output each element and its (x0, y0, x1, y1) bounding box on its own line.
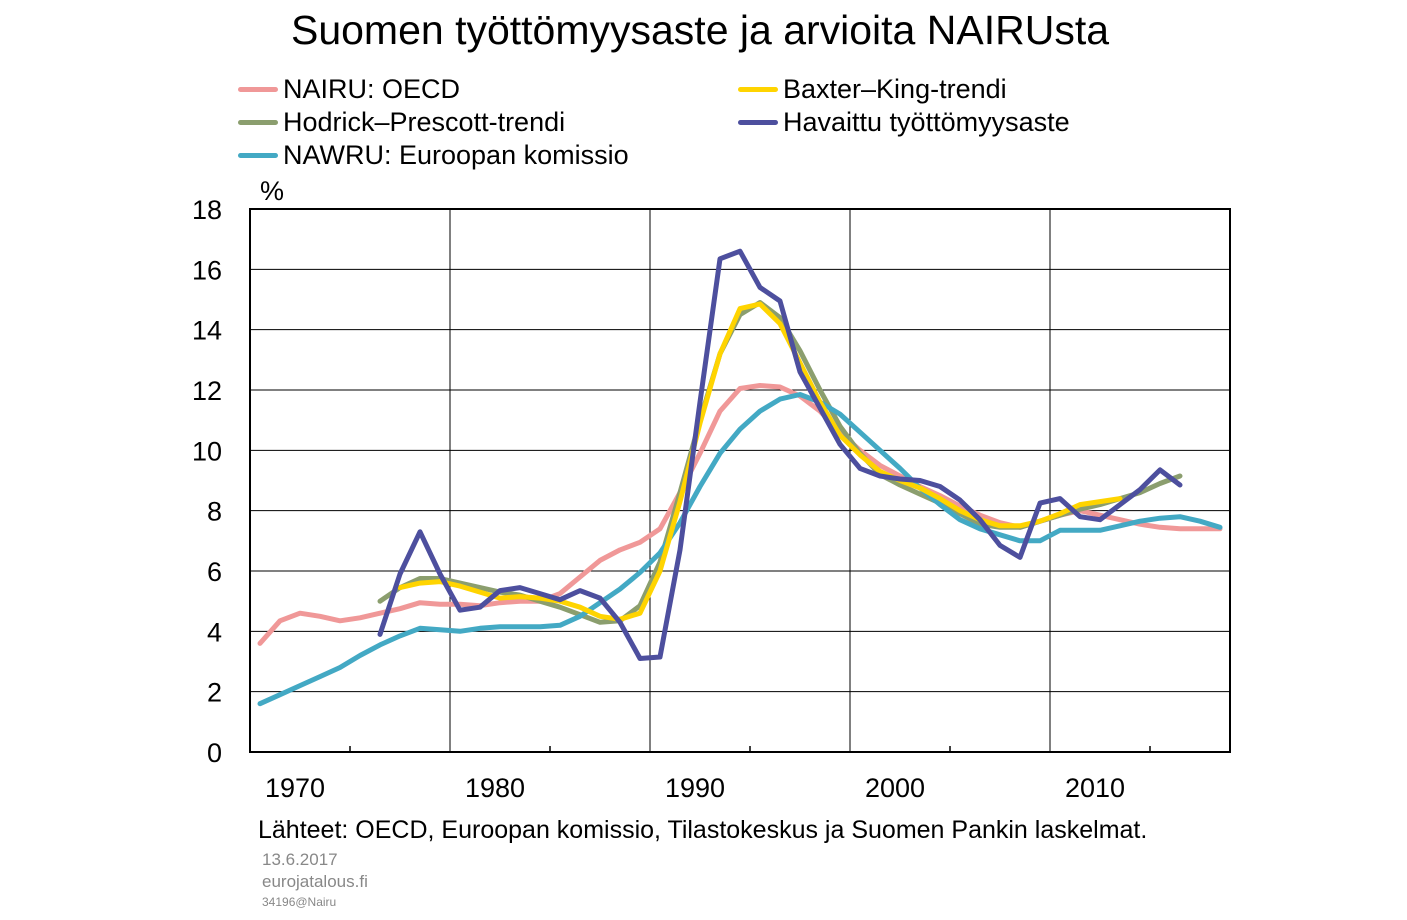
footer-site: eurojatalous.fi (262, 872, 368, 891)
x-tick-label: 2000 (865, 773, 925, 803)
source-note: Lähteet: OECD, Euroopan komissio, Tilast… (258, 816, 1148, 844)
y-tick-label: 6 (207, 557, 222, 587)
chart-title: Suomen työttömyysaste ja arvioita NAIRUs… (290, 7, 1110, 53)
y-tick-label: 0 (207, 738, 222, 768)
y-tick-label: 8 (207, 497, 222, 527)
series-lines (257, 248, 1223, 707)
legend-item-baxter-king: Baxter–King-trendi (738, 74, 1007, 104)
y-tick-label: 16 (192, 255, 222, 285)
y-tick-label: 18 (192, 195, 222, 225)
legend-label: NAWRU: Euroopan komissio (283, 140, 629, 170)
x-tick-label: 2010 (1065, 773, 1125, 803)
y-tick-label: 10 (192, 436, 222, 466)
footer-date: 13.6.2017 (262, 850, 338, 869)
legend-label: Baxter–King-trendi (783, 74, 1007, 104)
y-tick-label: 2 (207, 678, 222, 708)
x-tick-label: 1980 (465, 773, 525, 803)
legend-swatch (238, 86, 278, 92)
x-tick-label: 1990 (665, 773, 725, 803)
legend-label: NAIRU: OECD (283, 74, 461, 104)
plot-frame (249, 208, 1231, 753)
legend-item-hodrick-prescott: Hodrick–Prescott-trendi (238, 107, 565, 137)
legend-swatch (238, 152, 278, 158)
legend-item-nawru: NAWRU: Euroopan komissio (238, 140, 629, 170)
y-tick-label: 12 (192, 376, 222, 406)
x-tick-label: 1970 (265, 773, 325, 803)
series-line-havaittu-työttömyysaste (377, 248, 1183, 661)
legend-item-havaittu: Havaittu työttömyysaste (738, 107, 1070, 137)
grid (250, 209, 1230, 752)
axis-ticks: 0 2 4 6 8 10 12 14 16 18 1970 1980 1990 2000 2010 (192, 195, 1151, 803)
legend-swatch (738, 86, 778, 92)
y-axis-unit-label: % (260, 176, 284, 206)
legend-label: Hodrick–Prescott-trendi (283, 107, 566, 137)
legend-swatch (238, 119, 278, 125)
y-tick-label: 14 (192, 316, 222, 346)
series-line-baxter-king-trendi (397, 301, 1123, 622)
y-tick-label: 4 (207, 617, 222, 647)
series-line-hodrick-prescott-trendi (377, 300, 1183, 625)
legend-label: Havaittu työttömyysaste (783, 107, 1070, 137)
series-line-nawru-euroopan-komissio (257, 392, 1223, 707)
footer-code: 34196@Nairu (262, 895, 337, 909)
legend-swatch (738, 119, 778, 125)
legend-item-nairu-oecd: NAIRU: OECD (238, 74, 460, 104)
